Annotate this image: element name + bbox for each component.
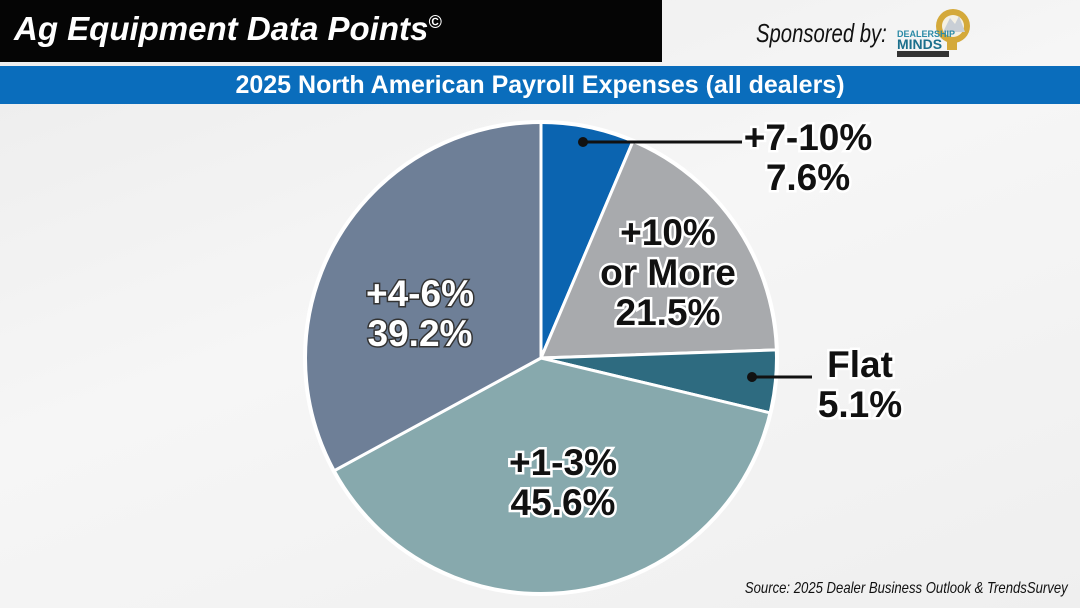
app-title: Ag Equipment Data Points© bbox=[14, 10, 442, 48]
leader-dot bbox=[578, 137, 588, 147]
sponsored-by-label: Sponsored by: bbox=[756, 18, 887, 48]
chart-title-bar: 2025 North American Payroll Expenses (al… bbox=[0, 66, 1080, 104]
data-label: 39.2% bbox=[368, 313, 473, 354]
svg-text:DEALERSHIP: DEALERSHIP bbox=[897, 29, 955, 39]
dealership-minds-logo: DEALERSHIP MINDS bbox=[897, 9, 970, 57]
data-label: 7.6% bbox=[766, 157, 850, 198]
leader-dot bbox=[747, 372, 757, 382]
app-title-text: Ag Equipment Data Points bbox=[14, 10, 429, 47]
pie-outline bbox=[303, 120, 779, 596]
data-label: +7-10% bbox=[744, 117, 873, 158]
svg-text:MINDS: MINDS bbox=[897, 36, 942, 52]
chart-title: 2025 North American Payroll Expenses (al… bbox=[235, 71, 845, 99]
data-label: +10% bbox=[620, 212, 716, 253]
data-label: 21.5% bbox=[616, 292, 721, 333]
data-label: +4-6% bbox=[366, 273, 474, 314]
copyright-mark: © bbox=[428, 12, 442, 32]
data-label: 45.6% bbox=[511, 482, 616, 523]
data-label: 5.1% bbox=[818, 384, 902, 425]
source-note: Source: 2025 Dealer Business Outlook & T… bbox=[745, 580, 1068, 597]
data-label: +1-3% bbox=[509, 442, 617, 483]
data-label: or More bbox=[600, 252, 736, 293]
data-label: Flat bbox=[827, 344, 893, 385]
header-band: Ag Equipment Data Points© bbox=[0, 0, 662, 62]
